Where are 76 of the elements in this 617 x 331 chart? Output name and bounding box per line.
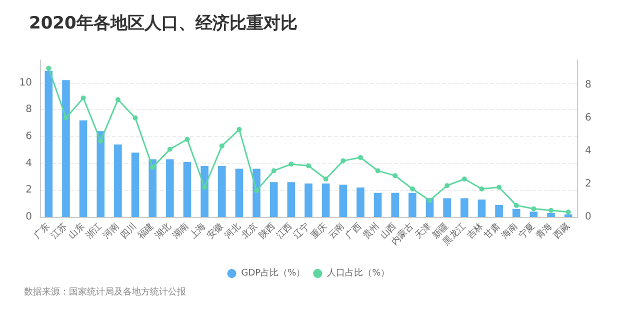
bar [339,184,348,217]
bar [183,162,192,217]
bar [287,182,296,217]
bar [443,198,451,217]
point [306,163,311,168]
bar [460,198,468,217]
point [410,186,415,192]
point [63,115,68,120]
point [46,66,52,71]
bar [235,168,244,217]
point [375,168,380,174]
source-note: 数据来源：国家统计局及各地方统计公报 [24,286,186,298]
y2-tick-label: 4 [585,145,592,156]
point [323,176,328,182]
bar [547,212,555,217]
point [566,210,571,215]
point [254,188,260,194]
point [150,164,156,170]
bar [322,183,330,217]
point [115,97,120,102]
legend-label: 人口占比（%） [327,268,390,278]
point [548,208,554,213]
point [392,173,398,178]
point [184,136,190,142]
bar [408,192,416,217]
bar [495,204,503,217]
bar [131,152,140,217]
bar [512,208,520,217]
point [98,138,104,144]
point [358,155,363,160]
y-tick-label: 10 [19,77,32,88]
y-tick-label: 4 [26,158,32,169]
point [514,202,519,208]
bar [391,192,400,217]
y-tick-label: 0 [26,212,32,222]
bar [374,192,382,217]
point [531,206,536,212]
point [479,186,484,192]
bar [148,159,156,217]
point [462,176,467,182]
y2-tick-label: 2 [585,178,592,190]
bar [62,80,70,217]
y2-tick-label: 6 [585,112,592,124]
bar [79,120,88,217]
y-tick-label: 8 [26,104,32,116]
bar [218,166,226,217]
chart-title: 2020年各地区人口、经济比重对比 [29,14,298,34]
point [167,146,172,152]
bar [530,212,538,217]
point [219,143,224,148]
point [340,158,346,164]
bar [356,187,364,217]
point [271,168,276,174]
y2-tick-label: 0 [585,212,592,222]
y-tick-label: 6 [26,130,32,142]
point [444,183,450,188]
point [427,198,432,203]
point [132,115,138,120]
bar [44,70,53,217]
y2-tick-label: 8 [585,79,592,90]
point [80,96,86,101]
bar [96,131,105,217]
bar [270,182,278,217]
bar [304,183,312,217]
legend-label: GDP占比（%） [241,268,306,278]
point [496,184,502,190]
x-tick-label: 陕西 [256,220,278,242]
bar [166,159,174,217]
x-tick-label: 西藏 [551,220,572,242]
point [236,126,242,132]
y-tick-label: 2 [26,184,32,196]
bar [478,200,486,217]
point [202,184,208,190]
point [288,162,294,167]
bar [114,144,122,217]
x-tick-label: 天津 [412,220,434,242]
